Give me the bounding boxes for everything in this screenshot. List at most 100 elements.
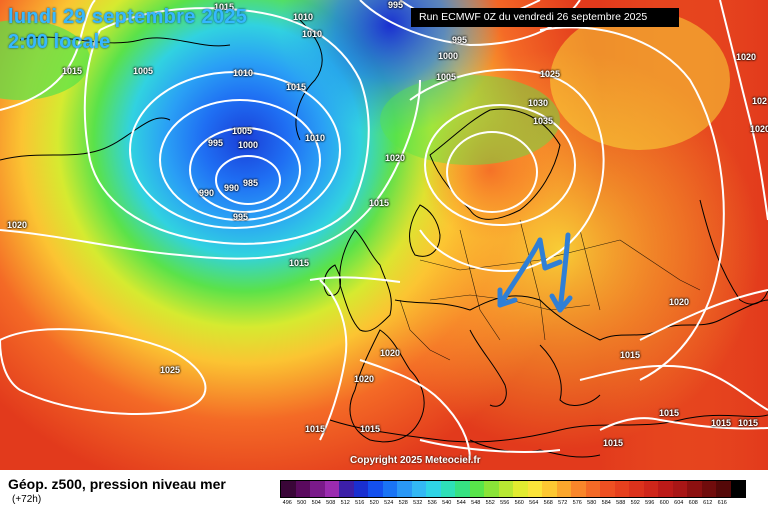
legend-value: 556 [500, 500, 510, 506]
isobar-label: 1015 [305, 424, 326, 434]
isobar-label: 1030 [528, 98, 549, 108]
legend-value: 544 [456, 500, 466, 506]
legend-swatch [339, 481, 354, 497]
legend-value: 512 [340, 500, 350, 506]
color-legend [280, 480, 746, 498]
legend-value: 500 [297, 500, 307, 506]
isobar-label: 985 [243, 178, 259, 188]
legend-value: 604 [674, 500, 684, 506]
isobar-label: 1015 [62, 66, 83, 76]
isobar-label: 1015 [360, 424, 381, 434]
legend-swatch [382, 481, 397, 497]
legend-value: 520 [369, 500, 379, 506]
legend-swatch [513, 481, 528, 497]
isobar-label: 995 [208, 138, 224, 148]
legend-swatch [730, 481, 745, 497]
legend-value: 596 [645, 500, 655, 506]
isobar-label: 995 [388, 0, 404, 10]
isobar-label: 1015 [620, 350, 641, 360]
legend-swatch [440, 481, 455, 497]
map-title: Géop. z500, pression niveau mer [8, 476, 226, 492]
isobar-label: 1025 [160, 365, 181, 375]
legend-swatch [484, 481, 499, 497]
isobar-label: 995 [233, 212, 249, 222]
legend-swatch [701, 481, 716, 497]
borders [399, 219, 701, 361]
isobar-label: 1020 [736, 52, 757, 62]
footer: Géop. z500, pression niveau mer (+72h) 4… [0, 470, 768, 512]
isobar-label: 990 [199, 188, 215, 198]
legend-swatch [469, 481, 484, 497]
isobar-label: 1020 [354, 374, 375, 384]
isobar-label: 1015 [738, 418, 759, 428]
legend-value: 584 [601, 500, 611, 506]
legend-value: 536 [427, 500, 437, 506]
legend-value: 568 [543, 500, 553, 506]
weather-map: 1015 1010 995 1010 995 1000 1005 1025 10… [0, 0, 768, 470]
isobar-label: 1000 [238, 140, 259, 150]
legend-swatch [368, 481, 383, 497]
map-graphic [0, 0, 768, 470]
isobar-label: 1020 [750, 124, 768, 134]
isobars [0, 0, 768, 460]
legend-value: 540 [442, 500, 452, 506]
legend-value: 552 [485, 500, 495, 506]
legend-swatch [643, 481, 658, 497]
coastlines [0, 19, 768, 458]
isobar-label: 1005 [232, 126, 253, 136]
legend-value: 504 [311, 500, 321, 506]
legend-swatch [455, 481, 470, 497]
legend-swatch [629, 481, 644, 497]
legend-value: 608 [688, 500, 698, 506]
legend-swatch [353, 481, 368, 497]
forecast-offset: (+72h) [12, 494, 42, 505]
legend-value: 580 [587, 500, 597, 506]
legend-value: 560 [514, 500, 524, 506]
isobar-label: 1015 [369, 198, 390, 208]
legend-swatch [716, 481, 731, 497]
copyright: Copyright 2025 Meteociel.fr [350, 455, 481, 466]
legend-value: 496 [282, 500, 292, 506]
legend-swatch [310, 481, 325, 497]
annotation-arrows [497, 232, 573, 313]
legend-value: 564 [529, 500, 539, 506]
legend-swatch [542, 481, 557, 497]
legend-value: 528 [398, 500, 408, 506]
legend-swatch [585, 481, 600, 497]
legend-swatch [411, 481, 426, 497]
isobar-label: 1010 [302, 29, 323, 39]
isobar-label: 995 [452, 35, 468, 45]
isobar-label: 1015 [289, 258, 310, 268]
legend-swatch [397, 481, 412, 497]
legend-swatch [556, 481, 571, 497]
legend-swatch [658, 481, 673, 497]
isobar-label: 1010 [293, 12, 314, 22]
isobar-label: 1020 [669, 297, 690, 307]
isobar-label: 1020 [385, 153, 406, 163]
isobar-label: 1010 [233, 68, 254, 78]
isobar-label: 1015 [659, 408, 680, 418]
legend-swatch [498, 481, 513, 497]
legend-value: 548 [471, 500, 481, 506]
legend-value: 508 [326, 500, 336, 506]
forecast-time: 2:00 locale [8, 31, 111, 53]
isobar-label: 1005 [133, 66, 154, 76]
legend-swatch [687, 481, 702, 497]
isobar-label: 1005 [436, 72, 457, 82]
legend-swatch [324, 481, 339, 497]
legend-value: 600 [659, 500, 669, 506]
legend-value: 572 [558, 500, 568, 506]
legend-swatch [527, 481, 542, 497]
forecast-date: lundi 29 septembre 2025 [8, 6, 248, 28]
isobar-label: 1015 [603, 438, 624, 448]
isobar-label: 990 [224, 183, 240, 193]
legend-value: 612 [703, 500, 713, 506]
legend-value: 524 [384, 500, 394, 506]
legend-value: 532 [413, 500, 423, 506]
legend-swatch [600, 481, 615, 497]
legend-value: 516 [355, 500, 365, 506]
legend-swatch [672, 481, 687, 497]
isobar-label: 1015 [711, 418, 732, 428]
isobar-label: 1025 [540, 69, 561, 79]
legend-value [730, 500, 745, 506]
